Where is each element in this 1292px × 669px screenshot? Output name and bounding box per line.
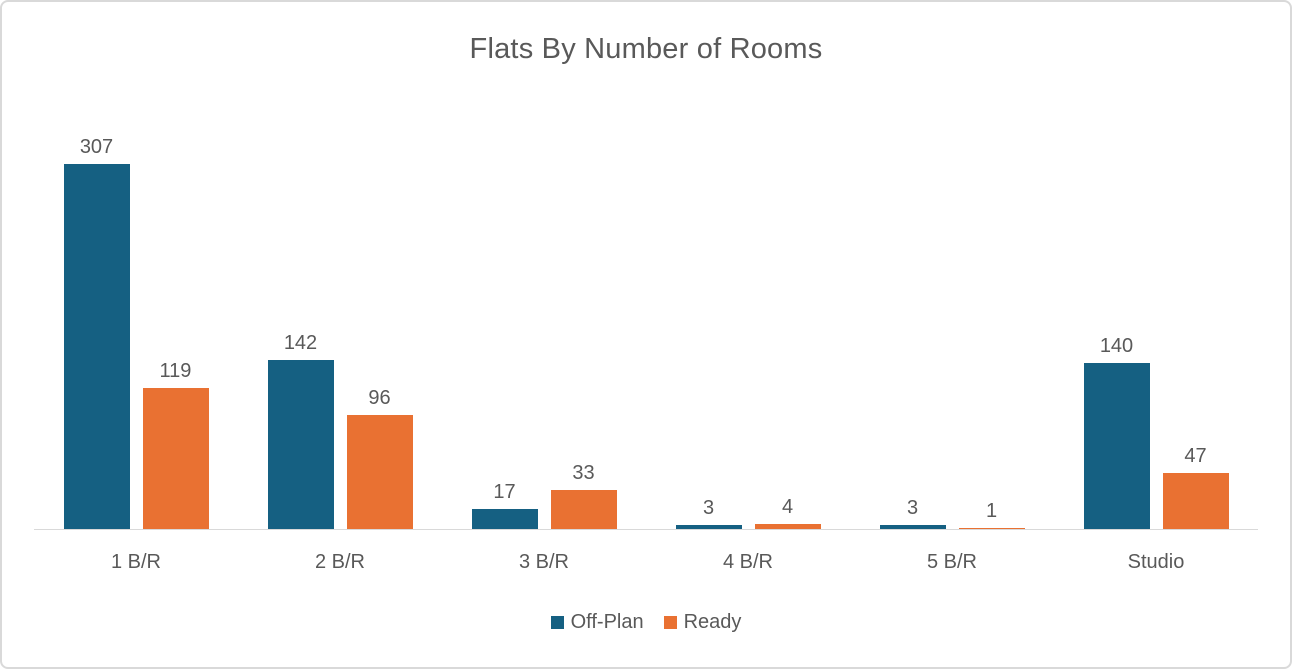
legend-item-ready: Ready [663,610,742,634]
data-label: 4 [781,496,794,518]
data-label: 140 [1099,335,1134,357]
data-label: 33 [572,462,595,484]
x-axis-label-3-b-r: 3 B/R [518,551,570,573]
bar-column: 307 [63,136,130,529]
bar-groups: 307 119 142 96 17 33 3 4 3 1 140 47 [34,2,1258,529]
bar-group-studio: 140 47 [1054,335,1258,529]
bar-column: 47 [1162,445,1229,529]
plot-area: 307 119 142 96 17 33 3 4 3 1 140 47 1 B/R 2 B/R 3 B/R… [34,2,1258,667]
legend-label: Off-Plan [570,611,644,633]
data-label: 119 [159,360,192,382]
ready-bar [958,528,1025,529]
off-plan-bar [471,509,538,529]
off-plan-bar [63,164,130,529]
data-label: 47 [1184,445,1207,467]
ready-bar [346,415,413,529]
data-label: 3 [702,497,715,519]
data-label: 17 [493,481,516,503]
x-axis-label-1-b-r: 1 B/R [110,551,162,573]
bar-column: 142 [267,332,334,529]
chart-title: Flats By Number of Rooms [469,33,823,65]
bar-column: 3 [675,497,742,529]
bar-column: 140 [1083,335,1150,529]
legend: Off-Plan Ready [2,610,1290,634]
legend-swatch-icon [550,615,564,629]
data-label: 1 [985,500,998,522]
legend-item-off-plan: Off-Plan [550,610,644,634]
x-axis-labels: 1 B/R 2 B/R 3 B/R 4 B/R 5 B/R Studio [34,550,1258,574]
ready-bar [754,524,821,529]
data-label: 142 [283,332,318,354]
x-axis-label-4-b-r: 4 B/R [722,551,774,573]
x-axis-line [34,529,1258,530]
bar-column: 96 [346,387,413,529]
data-label: 307 [79,136,114,158]
legend-label: Ready [683,611,742,633]
off-plan-bar [675,525,742,529]
data-label: 96 [368,387,391,409]
x-axis-label-5-b-r: 5 B/R [926,551,978,573]
bar-column: 17 [471,481,538,529]
legend-swatch-icon [663,615,677,629]
bar-column: 1 [958,500,1025,529]
data-label: 3 [906,497,919,519]
bar-column: 33 [550,462,617,529]
bar-column: 119 [142,360,209,529]
ready-bar [1162,473,1229,529]
bar-group-2-b-r: 142 96 [238,332,442,529]
x-axis-label-2-b-r: 2 B/R [314,551,366,573]
x-axis-label-studio: Studio [1127,551,1185,573]
ready-bar [550,490,617,529]
bar-group-3-b-r: 17 33 [442,462,646,529]
bar-column: 3 [879,497,946,529]
bar-column: 4 [754,496,821,529]
off-plan-bar [267,360,334,529]
bar-group-1-b-r: 307 119 [34,136,238,529]
off-plan-bar [879,525,946,529]
ready-bar [142,388,209,529]
off-plan-bar [1083,363,1150,529]
